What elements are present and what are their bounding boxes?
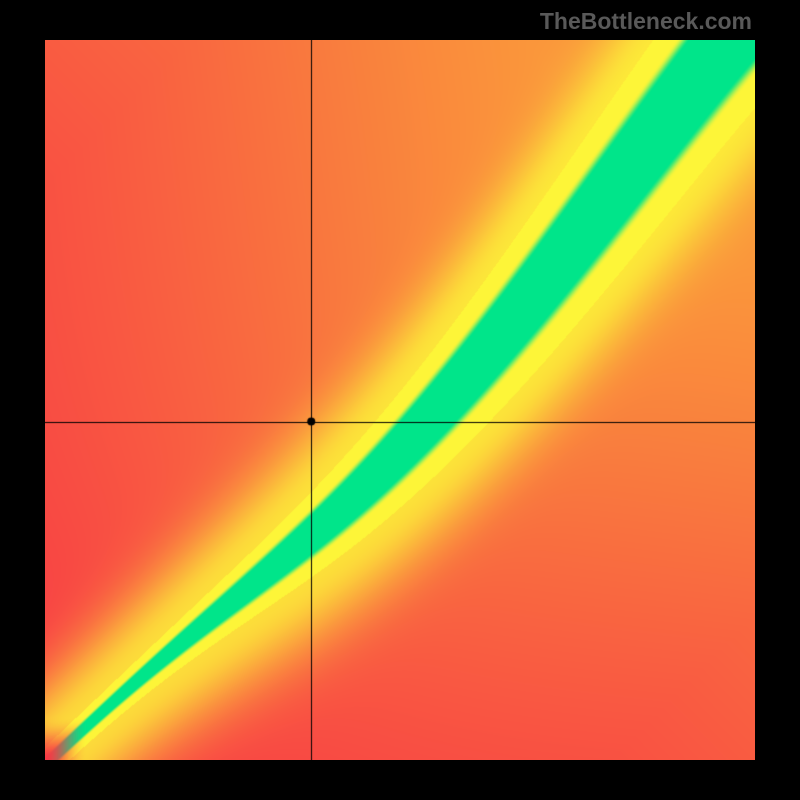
bottleneck-heatmap [45, 40, 755, 760]
watermark-text: TheBottleneck.com [540, 8, 752, 35]
chart-container: TheBottleneck.com [0, 0, 800, 800]
